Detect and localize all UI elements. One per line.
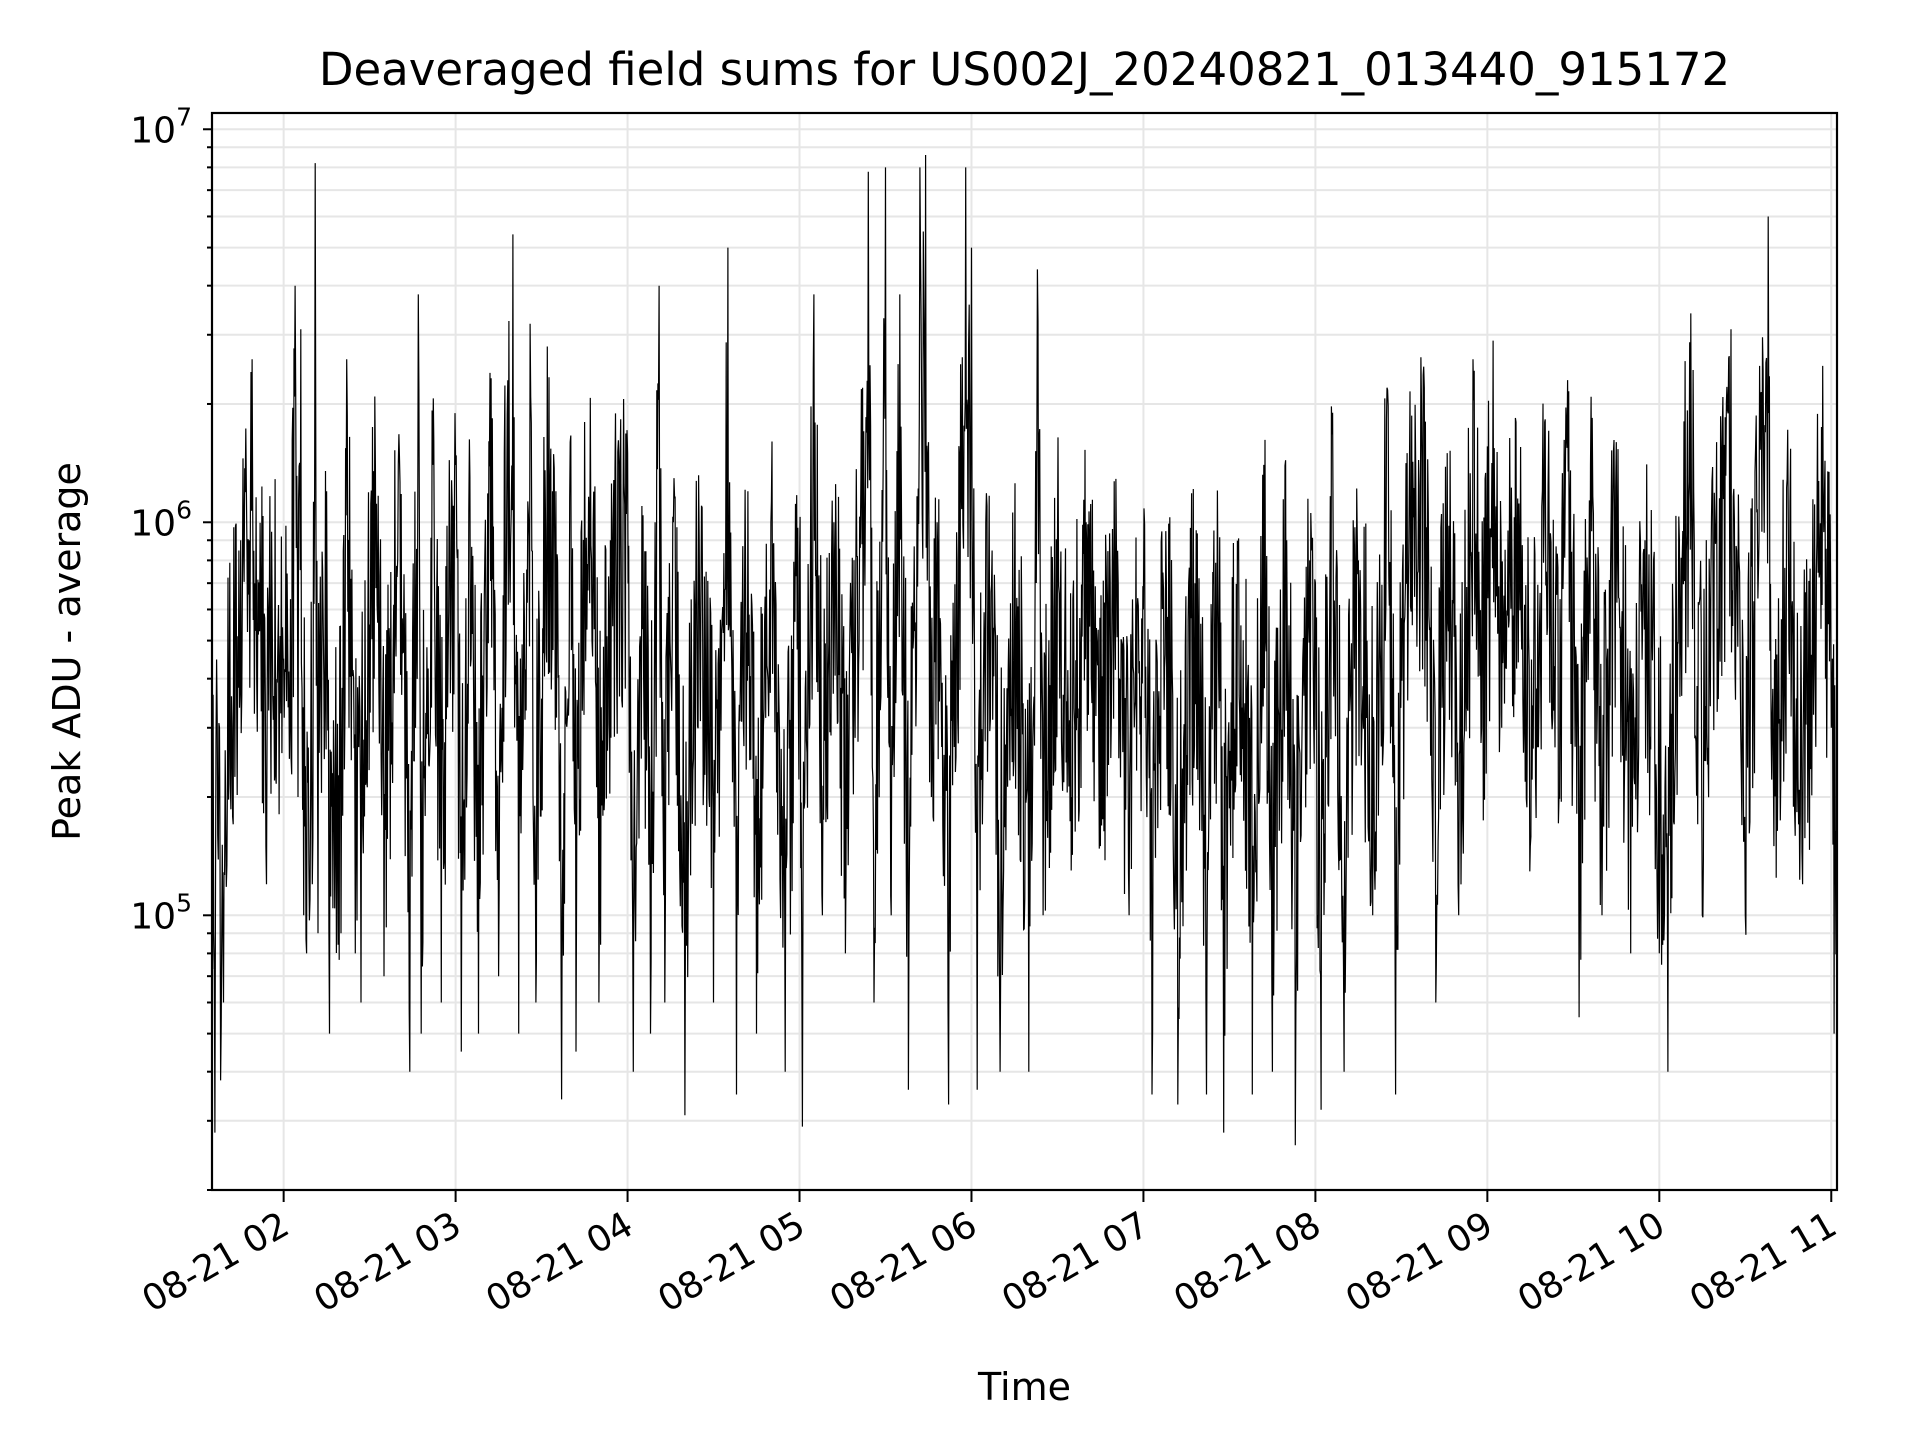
y-tick-label: 106 bbox=[130, 495, 192, 544]
y-tick-base: 10 bbox=[130, 110, 176, 151]
y-tick-base: 10 bbox=[130, 503, 176, 544]
y-tick-exponent: 6 bbox=[176, 495, 192, 524]
series-line bbox=[211, 154, 1838, 1146]
grid bbox=[212, 113, 1837, 1191]
series-group bbox=[211, 154, 1838, 1146]
plot-frame bbox=[210, 111, 1839, 1192]
x-axis-label: Time bbox=[977, 1365, 1071, 1409]
y-tick-exponent: 5 bbox=[176, 888, 192, 917]
y-axis-label: Peak ADU - average bbox=[45, 462, 89, 841]
y-tick-label: 107 bbox=[130, 102, 192, 151]
y-tick-label: 105 bbox=[130, 888, 192, 937]
y-tick-base: 10 bbox=[130, 896, 176, 937]
chart-title: Deaveraged field sums for US002J_2024082… bbox=[319, 43, 1730, 96]
y-tick-exponent: 7 bbox=[176, 102, 192, 131]
